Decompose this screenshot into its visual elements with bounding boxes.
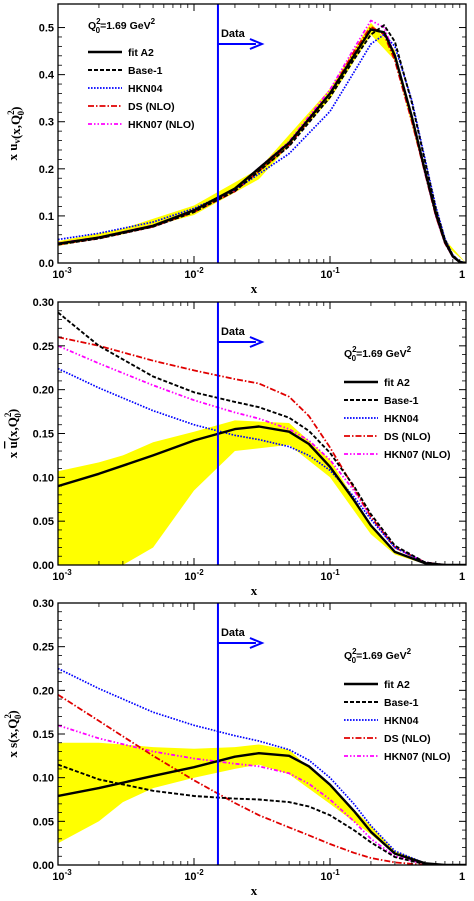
uncertainty-band (58, 22, 466, 263)
scale-label: Q2 0=1.69 GeV2 (344, 345, 412, 363)
x-tick-label: 10-1 (320, 266, 340, 281)
y-tick-label: 0.10 (33, 773, 54, 785)
series-line-hkn07-nlo (58, 344, 466, 565)
series-line-base-1 (58, 24, 466, 263)
y-tick-label: 0.5 (39, 23, 54, 35)
y-tick-label: 0.00 (33, 860, 54, 872)
x-tick-label: 10-2 (184, 568, 204, 583)
y-tick-label: 0.4 (39, 70, 55, 82)
y-tick-label: 0.00 (33, 560, 54, 572)
x-tick-label: 10-3 (52, 266, 72, 281)
data-label: Data (221, 326, 246, 338)
legend-label: fit A2 (384, 679, 410, 691)
series-line-hkn07-nlo (58, 724, 466, 865)
legend-label: HKN07 (NLO) (128, 119, 195, 131)
y-tick-label: 0.05 (33, 816, 54, 828)
series-line-fit-a2 (58, 425, 466, 565)
legend-label: Base-1 (384, 697, 419, 709)
panel-strange: Data 10-3 10-2 10-1 1 0.00 0.05 0.10 0.15 0.20 0.2… (3, 598, 467, 898)
x-tick-label: 10-1 (320, 568, 340, 583)
series-line-fit-a2 (58, 752, 466, 865)
x-axis-title: x (251, 281, 258, 296)
x-tick-label: 10-3 (52, 568, 72, 583)
y-tick-label: 0.3 (39, 117, 54, 129)
series-line-ds-nlo (58, 693, 466, 865)
legend-label: fit A2 (384, 377, 410, 389)
data-arrow-head (249, 336, 265, 348)
data-label: Data (221, 627, 246, 639)
x-axis-title: x (251, 883, 258, 898)
x-tick-label: 10-2 (184, 868, 204, 883)
x-tick-label: 10-2 (184, 266, 204, 281)
y-tick-label: 0.20 (33, 685, 54, 697)
series-line-hkn04 (58, 367, 466, 565)
y-axis-title: x uv(x,Q20) (5, 106, 26, 160)
series-line-ds-nlo (58, 25, 466, 263)
scale-label: Q2 0=1.69 GeV2 (88, 17, 156, 35)
series-line-hkn07-nlo (58, 19, 466, 263)
panel-valence-u: Data 10-3 10-2 10-1 1 0.0 0.1 0.2 0.3 0.4 0.5 x x uv… (5, 3, 467, 296)
series-line-ds-nlo (58, 336, 466, 565)
legend-label: Base-1 (384, 395, 419, 407)
legend-label: HKN04 (128, 83, 163, 95)
legend-label: DS (NLO) (384, 733, 431, 745)
y-axis-title: x u(x,Q20) (3, 409, 23, 459)
panel-ubar: Data 10-3 10-2 10-1 1 0.00 0.05 0.10 0.15 0.20 0.2… (3, 297, 467, 598)
x-tick-label: 1 (459, 269, 465, 281)
series-line-fit-a2 (58, 28, 466, 263)
y-tick-label: 0.25 (33, 642, 54, 654)
data-arrow-head (249, 637, 265, 649)
x-tick-label: 10-3 (52, 868, 72, 883)
series-line-base-1 (58, 311, 466, 565)
y-tick-label: 0.25 (33, 341, 54, 353)
legend-label: Base-1 (128, 65, 163, 77)
legend-label: HKN07 (NLO) (384, 449, 451, 461)
x-axis-title: x (251, 583, 258, 598)
y-tick-label: 0.15 (33, 429, 54, 441)
y-tick-label: 0.10 (33, 472, 54, 484)
uncertainty-band (58, 420, 466, 565)
y-tick-label: 0.15 (33, 729, 54, 741)
y-tick-label: 0.30 (33, 598, 54, 610)
y-tick-label: 0.05 (33, 516, 54, 528)
y-tick-label: 0.2 (39, 164, 54, 176)
y-tick-label: 0.1 (39, 211, 54, 223)
legend-label: HKN04 (384, 413, 419, 425)
y-tick-label: 0.20 (33, 385, 54, 397)
legend-label: DS (NLO) (384, 431, 431, 443)
legend-label: HKN04 (384, 715, 419, 727)
x-tick-label: 10-1 (320, 868, 340, 883)
legend-label: fit A2 (128, 47, 154, 59)
scale-label: Q2 0=1.69 GeV2 (344, 647, 412, 665)
data-label: Data (221, 28, 246, 40)
series-line-hkn04 (58, 33, 466, 263)
plot-frame (57, 3, 467, 264)
x-tick-label: 1 (459, 571, 465, 583)
y-axis-title: x s(x,Q20) (3, 710, 23, 757)
data-arrow-head (249, 38, 265, 50)
x-tick-label: 1 (459, 871, 465, 883)
legend-label: HKN07 (NLO) (384, 751, 451, 763)
y-tick-label: 0.0 (39, 258, 54, 270)
y-tick-label: 0.30 (33, 297, 54, 309)
series-line-base-1 (58, 763, 466, 865)
legend-label: DS (NLO) (128, 101, 175, 113)
